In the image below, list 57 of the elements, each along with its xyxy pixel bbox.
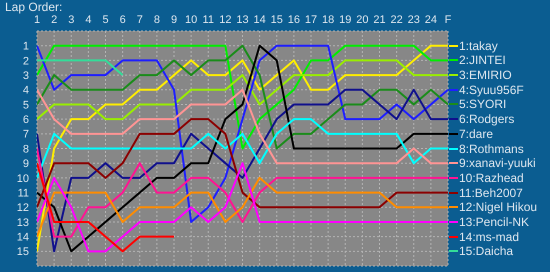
x-tick-label: 8 [154,14,160,26]
legend-label: 6:Rodgers [459,112,514,126]
x-tick-label: 18 [322,14,334,26]
legend-label: 4:Syuu956F [459,82,524,97]
x-tick-label: 9 [170,14,178,26]
y-tick-label: 4 [22,84,29,97]
legend-label: 8:Rothmans [459,142,524,156]
x-tick-label: 22 [390,14,403,26]
legend-label: 1:takay [459,38,498,53]
legend-label: 7:dare [459,126,494,141]
y-tick-label: 8 [22,143,29,156]
y-tick-label: 11 [18,187,29,200]
x-tick-label: 21 [373,14,386,26]
chart-title: Lap Order: [5,0,62,14]
legend-label: 5:SYORI [459,97,506,112]
x-tick-label: 3 [68,14,74,26]
legend-label: 2:JINTEI [459,53,506,68]
legend-label: 3:EMIRIO [459,68,512,82]
x-tick-label: 6 [120,14,126,26]
y-tick-label: 9 [22,158,29,170]
x-tick-label: 7 [136,14,143,26]
x-tick-label: 16 [288,14,300,26]
y-tick-label: 13 [16,216,29,229]
x-tick-label: 14 [254,14,266,26]
legend-label: 10:Razhead [459,170,524,185]
legend-label: 13:Pencil-NK [459,214,530,229]
x-tick-label: 23 [408,14,420,26]
y-tick-label: 14 [16,232,29,244]
x-tick-label: 4 [85,14,92,26]
legend-label: 12:Nigel Hikou [459,200,538,214]
y-tick-label: 3 [22,70,29,82]
x-tick-label: 11 [202,14,214,26]
y-tick-label: 15 [16,246,29,258]
legend-label: 9:xanavi-yuuki [459,156,536,170]
y-tick-label: 7 [22,128,29,141]
legend-label: 15:Daicha [459,244,514,258]
x-tick-label: 13 [236,14,249,26]
y-tick-label: 6 [22,114,29,126]
legend-label: 11:Beh2007 [459,186,523,200]
x-tick-label: 20 [356,14,368,26]
x-tick-label: 5 [102,14,109,26]
y-tick-label: 5 [22,99,29,112]
legend-label: 14:ms-mad [459,230,520,244]
y-tick-label: 10 [16,172,29,185]
line-series [37,162,175,252]
x-tick-label: F [444,14,452,26]
y-tick-label: 2 [22,55,29,68]
x-tick-label: 15 [270,14,283,26]
x-tick-label: 1 [34,14,40,26]
x-tick-label: 10 [185,14,198,26]
y-tick-label: 12 [16,202,29,214]
y-tick-label: 1 [22,40,29,53]
x-tick-label: 12 [219,14,232,26]
x-tick-label: 17 [304,14,318,26]
x-tick-label: 2 [51,14,58,26]
x-tick-label: 19 [339,14,352,26]
x-tick-label: 24 [424,14,437,26]
